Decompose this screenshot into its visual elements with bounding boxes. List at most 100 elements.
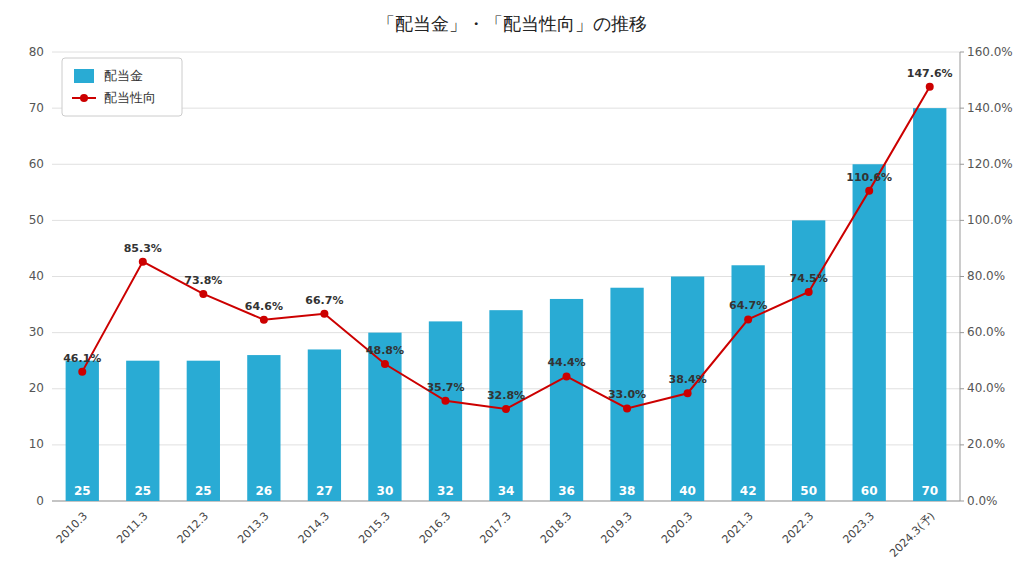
y2-tick: [960, 388, 964, 389]
y2-tick: [960, 108, 964, 109]
y-tick-label: 80: [29, 45, 44, 59]
y-tick-label: 10: [29, 437, 44, 451]
x-tick-label: 2014.3: [296, 510, 332, 546]
marker: [805, 288, 813, 296]
legend-swatch: [80, 94, 88, 102]
bar: [187, 361, 220, 501]
marker: [441, 397, 449, 405]
y2-tick: [960, 332, 964, 333]
y-tick-label: 60: [29, 157, 44, 171]
y2-tick-label: 60.0%: [967, 325, 1005, 339]
point-label: 48.8%: [366, 344, 404, 357]
x-tick-label: 2024.3(予): [887, 510, 937, 560]
legend: 配当金配当性向: [62, 58, 182, 116]
legend-label: 配当性向: [104, 90, 156, 105]
bar-label: 42: [740, 484, 757, 498]
point-label: 147.6%: [907, 67, 953, 80]
bar-label: 34: [498, 484, 515, 498]
y2-tick: [960, 52, 964, 53]
point-label: 46.1%: [63, 352, 101, 365]
bar: [429, 321, 462, 501]
y2-tick-label: 100.0%: [967, 213, 1013, 227]
y2-tick: [960, 501, 964, 502]
marker: [199, 290, 207, 298]
marker: [139, 258, 147, 266]
y2-tick: [960, 220, 964, 221]
y-tick-label: 40: [29, 269, 44, 283]
y2-tick-label: 140.0%: [967, 101, 1013, 115]
grid-line: [52, 108, 960, 109]
bar: [247, 355, 280, 501]
axes: 0 10 20 30 40 50 60 70 80 0.0% 20.0% 40.0% 60.0% 80.0…: [29, 45, 1013, 560]
title: 「配当金」・「配当性向」の推移: [377, 13, 647, 34]
bar-label: 25: [74, 484, 91, 498]
line: [82, 87, 929, 409]
point-label: 38.4%: [669, 373, 707, 386]
bar-label: 70: [921, 484, 938, 498]
marker: [684, 389, 692, 397]
point-label: 74.5%: [790, 272, 828, 285]
x-tick-label: 2019.3: [598, 510, 634, 546]
point-label: 44.4%: [547, 356, 585, 369]
grid-line: [52, 164, 960, 165]
y-tick-label: 0: [36, 494, 44, 508]
marker: [320, 310, 328, 318]
plot-area: [66, 83, 947, 501]
x-tick-label: 2018.3: [538, 510, 574, 546]
point-label: 64.6%: [245, 300, 283, 313]
marker: [623, 404, 631, 412]
bar-label: 26: [256, 484, 273, 498]
bar: [671, 277, 704, 502]
y2-tick-label: 40.0%: [967, 381, 1005, 395]
point-label: 85.3%: [124, 242, 162, 255]
bar: [913, 108, 946, 501]
point-label: 110.6%: [846, 171, 892, 184]
point-label: 32.8%: [487, 389, 525, 402]
x-tick-label: 2011.3: [114, 510, 150, 546]
y-tick-label: 20: [29, 381, 44, 395]
bar-label: 25: [195, 484, 212, 498]
data-labels: 25252526273032343638404250607046.1%85.3%…: [63, 67, 952, 498]
x-tick-label: 2012.3: [175, 510, 211, 546]
marker: [502, 405, 510, 413]
marker: [78, 368, 86, 376]
point-label: 35.7%: [426, 381, 464, 394]
bar: [126, 361, 159, 501]
bar-label: 50: [800, 484, 817, 498]
bar: [66, 361, 99, 501]
x-tick-label: 2017.3: [477, 510, 513, 546]
grid-line: [52, 52, 960, 53]
y2-axis-line: [960, 52, 961, 501]
y-tick-label: 50: [29, 213, 44, 227]
y2-tick: [960, 276, 964, 277]
y2-tick: [960, 444, 964, 445]
bar: [489, 310, 522, 501]
marker: [381, 360, 389, 368]
marker: [744, 315, 752, 323]
marker: [563, 372, 571, 380]
chart: 「配当金」・「配当性向」の推移 0 10 20 30 40 50 60 70 80 0.0% 20.0…: [0, 0, 1024, 581]
marker: [926, 83, 934, 91]
marker: [865, 187, 873, 195]
y-tick-label: 30: [29, 325, 44, 339]
bar-label: 30: [377, 484, 394, 498]
y2-tick-label: 20.0%: [967, 437, 1005, 451]
y2-tick-label: 160.0%: [967, 45, 1013, 59]
point-label: 33.0%: [608, 388, 646, 401]
bar: [308, 349, 341, 501]
y2-tick-label: 80.0%: [967, 269, 1005, 283]
legend-label: 配当金: [104, 68, 143, 83]
bar-label: 36: [558, 484, 575, 498]
y2-tick-label: 0.0%: [967, 494, 998, 508]
point-label: 73.8%: [184, 274, 222, 287]
y-tick-label: 70: [29, 101, 44, 115]
point-label: 66.7%: [305, 294, 343, 307]
x-tick-label: 2021.3: [719, 510, 755, 546]
bar-label: 27: [316, 484, 333, 498]
x-tick-label: 2020.3: [659, 510, 695, 546]
bar-label: 40: [679, 484, 696, 498]
bar: [550, 299, 583, 501]
x-tick-label: 2010.3: [54, 510, 90, 546]
bar-label: 25: [134, 484, 151, 498]
y2-tick-label: 120.0%: [967, 157, 1013, 171]
